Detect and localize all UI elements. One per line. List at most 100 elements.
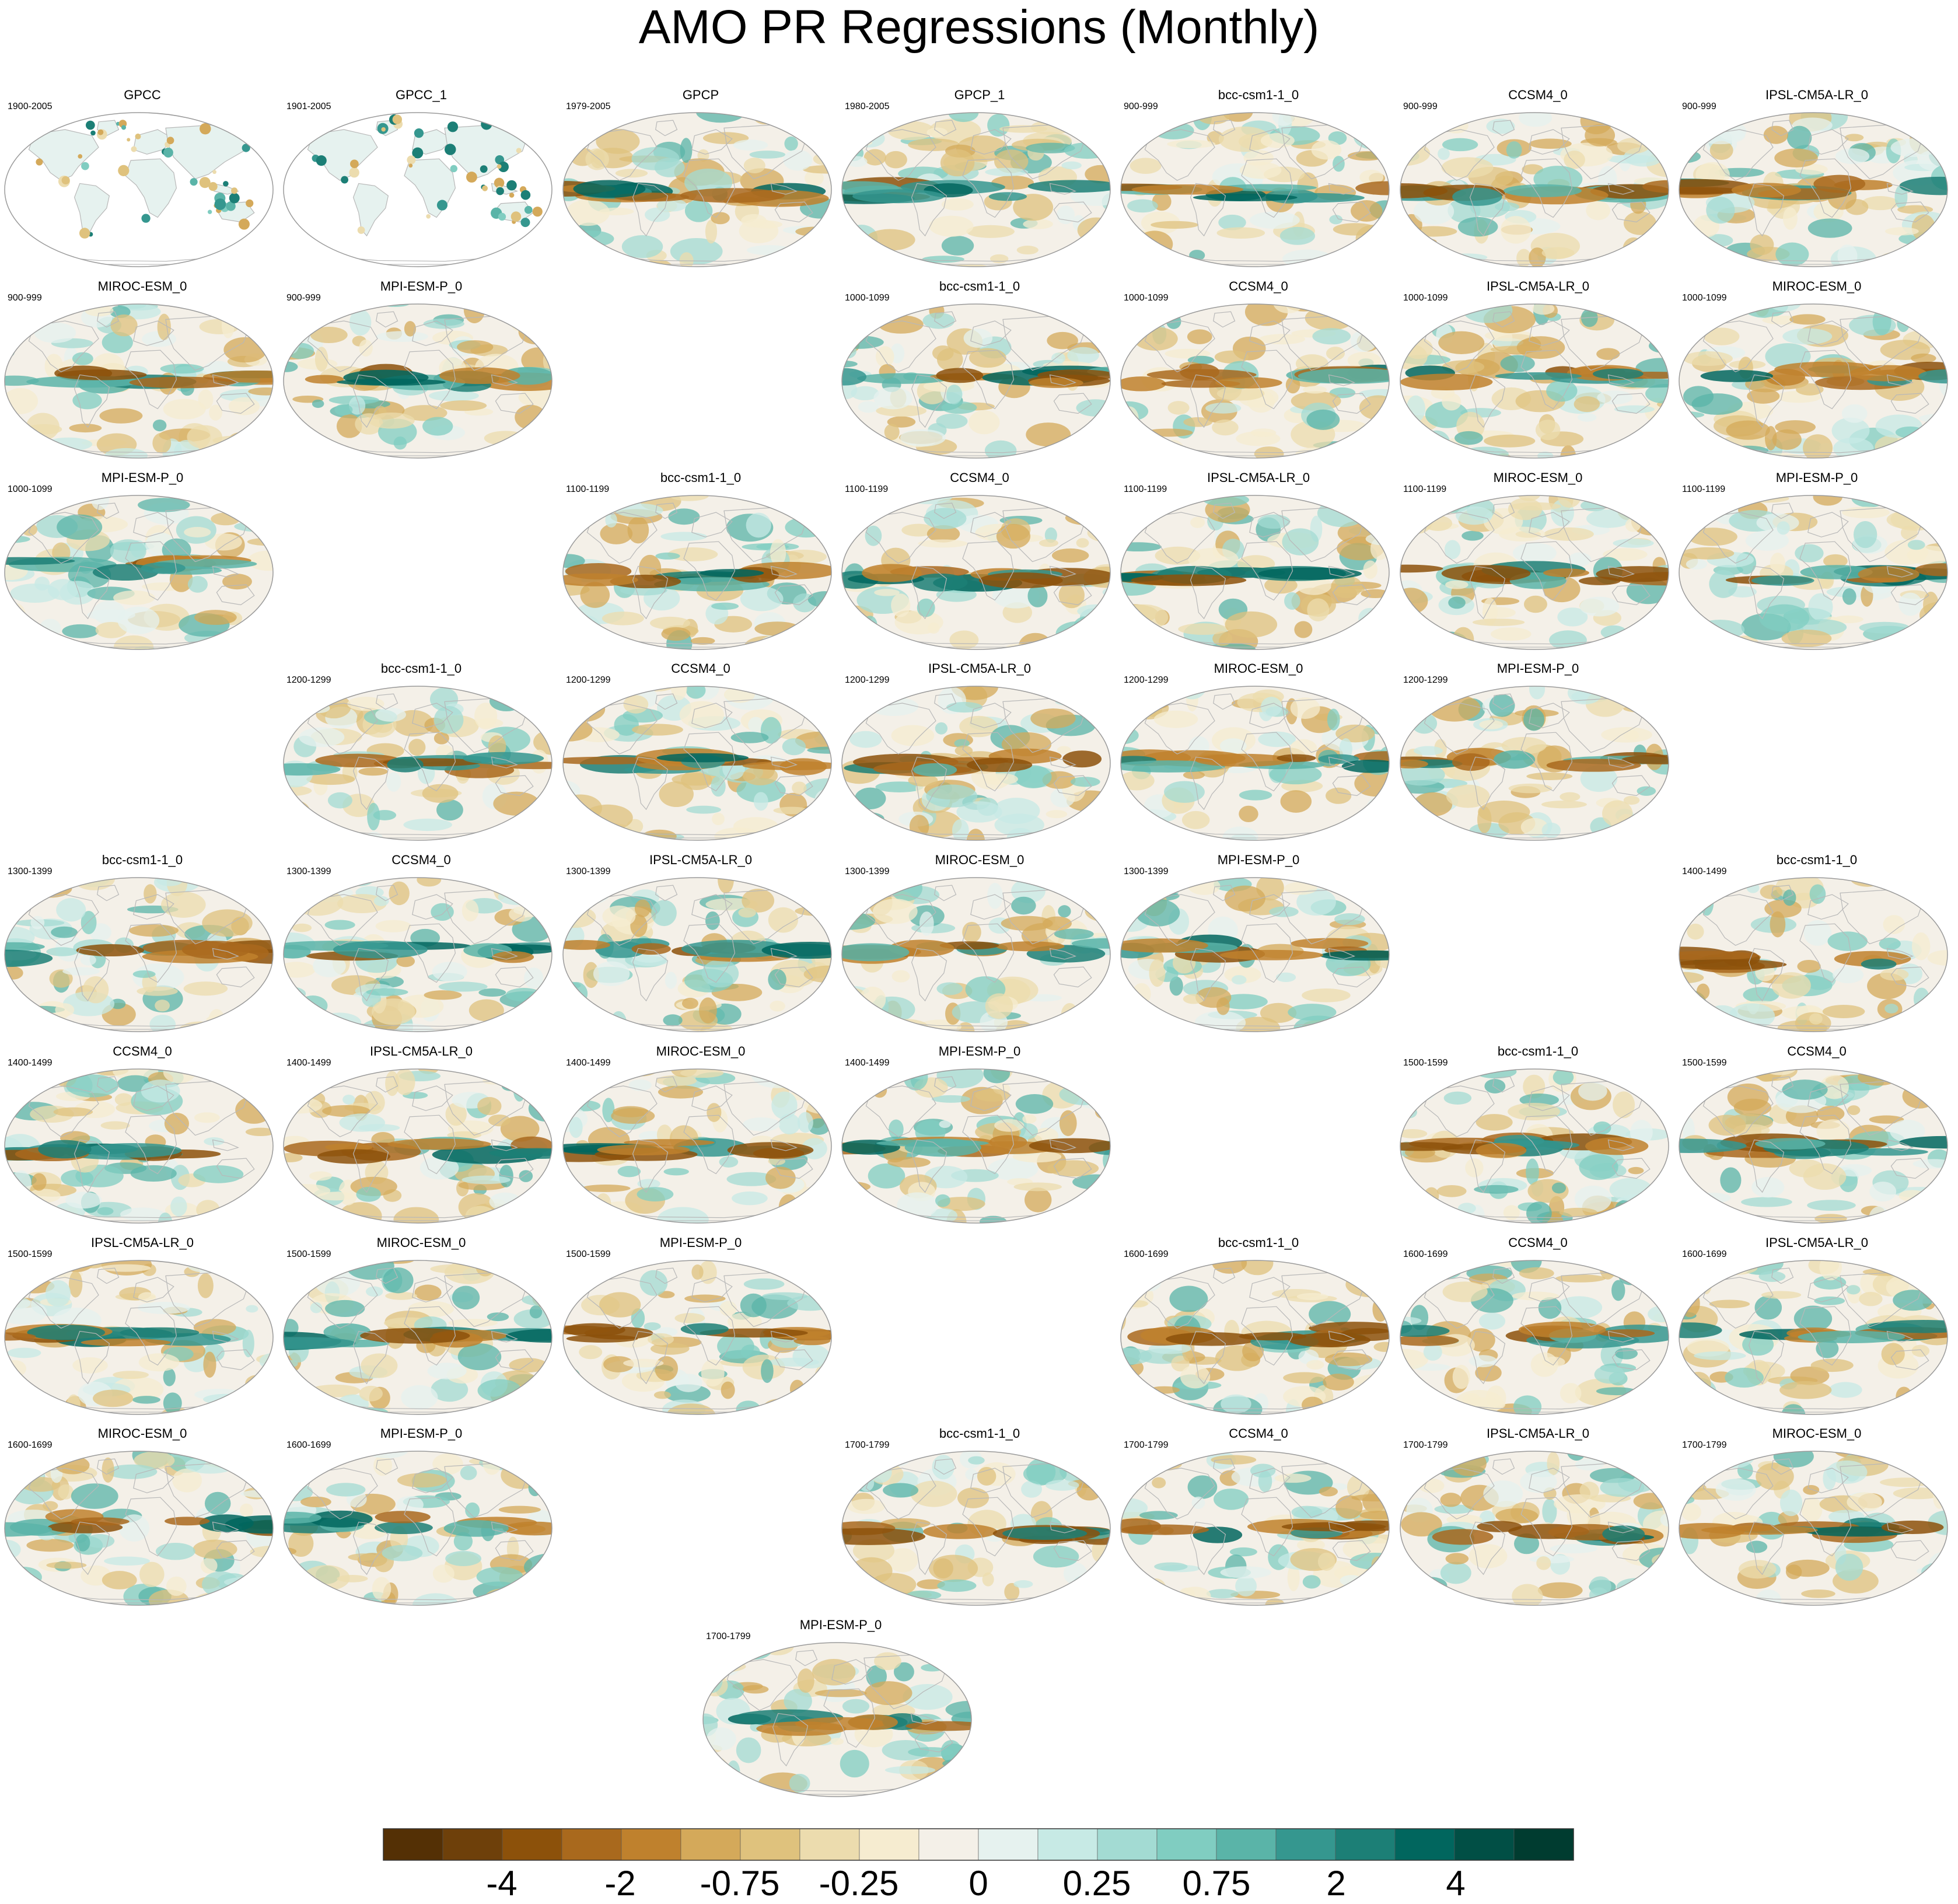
map-frame (4, 1451, 274, 1606)
panel-period: 1300-1399 (845, 867, 890, 876)
colorbar-swatch (1513, 1828, 1574, 1861)
map-panel: GPCC 1900-2005 (3, 88, 282, 273)
world-map (283, 112, 553, 267)
panel-period: 1200-1299 (286, 675, 331, 685)
panel-period: 1600-1699 (1682, 1249, 1727, 1259)
map-frame (1400, 686, 1669, 841)
map-frame (1679, 112, 1948, 267)
panel-period: 1979-2005 (566, 102, 611, 111)
map-panel: GPCC_1 1901-2005 (282, 88, 561, 273)
colorbar-swatch (1156, 1828, 1217, 1861)
map-panel: MIROC-ESM_0 1000-1099 (1677, 279, 1956, 464)
panel-period: 1900-2005 (8, 102, 53, 111)
map-frame (1679, 1068, 1948, 1224)
world-map (841, 1068, 1111, 1224)
world-map (1679, 1451, 1948, 1606)
panel-period: 1700-1799 (1403, 1440, 1448, 1450)
map-panel: CCSM4_0 1400-1499 (3, 1044, 282, 1229)
world-map (1400, 1260, 1669, 1415)
panel-period: 1600-1699 (1403, 1249, 1448, 1259)
world-map (562, 1260, 832, 1415)
panel-period: 1000-1099 (8, 484, 53, 494)
map-panel: CCSM4_0 1000-1099 (1119, 279, 1398, 464)
map-frame (283, 1451, 553, 1606)
panel-model-name: MPI-ESM-P_0 (799, 1617, 882, 1632)
colorbar-tick-label: -0.25 (819, 1864, 899, 1903)
map-frame (1400, 112, 1669, 267)
map-panel: IPSL-CM5A-LR_0 1400-1499 (282, 1044, 561, 1229)
map-frame (283, 1068, 553, 1224)
panel-model-name: GPCP_1 (954, 88, 1005, 102)
colorbar-tick-label: 4 (1446, 1864, 1466, 1903)
panel-model-name: MIROC-ESM_0 (1214, 661, 1303, 676)
colorbar-swatch (1454, 1828, 1515, 1861)
world-map (4, 1451, 274, 1606)
panel-period: 1600-1699 (286, 1440, 331, 1450)
colorbar-swatch (1275, 1828, 1336, 1861)
world-map (4, 1260, 274, 1415)
map-frame (1400, 1260, 1669, 1415)
map-panel: GPCP 1979-2005 (561, 88, 840, 273)
world-map (1679, 495, 1948, 650)
panel-model-name: CCSM4_0 (1229, 1426, 1288, 1441)
map-frame (841, 112, 1111, 267)
map-frame (1120, 112, 1390, 267)
map-panel: MIROC-ESM_0 900-999 (3, 279, 282, 464)
panel-period: 900-999 (1682, 102, 1716, 111)
colorbar-swatch (1037, 1828, 1098, 1861)
colorbar-swatch (1335, 1828, 1396, 1861)
map-frame (283, 303, 553, 459)
map-frame (562, 877, 832, 1032)
colorbar-swatch (740, 1828, 800, 1861)
map-panel: bcc-csm1-1_0 1500-1599 (1398, 1044, 1677, 1229)
map-panel: CCSM4_0 1500-1599 (1677, 1044, 1956, 1229)
map-panel: GPCP_1 1980-2005 (840, 88, 1119, 273)
colorbar-swatch (799, 1828, 860, 1861)
panel-model-name: IPSL-CM5A-LR_0 (1765, 1235, 1869, 1250)
map-panel: MPI-ESM-P_0 1300-1399 (1119, 853, 1398, 1038)
panel-model-name: GPCC (124, 88, 161, 102)
colorbar-outline (383, 1828, 1574, 1861)
world-map (841, 495, 1111, 650)
panel-period: 1300-1399 (286, 867, 331, 876)
panel-model-name: MIROC-ESM_0 (97, 279, 187, 294)
map-panel: CCSM4_0 1300-1399 (282, 853, 561, 1038)
world-map (841, 112, 1111, 267)
panel-period: 900-999 (8, 293, 42, 303)
map-panel: MIROC-ESM_0 1700-1799 (1677, 1426, 1956, 1612)
panel-model-name: MPI-ESM-P_0 (1217, 853, 1300, 867)
panel-period: 900-999 (1124, 102, 1158, 111)
panel-period: 900-999 (1403, 102, 1438, 111)
panel-model-name: MIROC-ESM_0 (1772, 1426, 1862, 1441)
panel-model-name: bcc-csm1-1_0 (380, 661, 462, 676)
panel-period: 1300-1399 (566, 867, 611, 876)
panel-period: 1400-1499 (286, 1058, 331, 1068)
colorbar-swatch (1394, 1828, 1455, 1861)
panel-period: 1400-1499 (8, 1058, 53, 1068)
panel-period: 1400-1499 (845, 1058, 890, 1068)
map-frame (1120, 1451, 1390, 1606)
map-frame (1120, 686, 1390, 841)
panel-model-name: MIROC-ESM_0 (1493, 470, 1583, 485)
map-panel: IPSL-CM5A-LR_0 1300-1399 (561, 853, 840, 1038)
map-panel: bcc-csm1-1_0 1100-1199 (561, 470, 840, 656)
panel-period: 1700-1799 (845, 1440, 890, 1450)
world-map (283, 1451, 553, 1606)
panel-model-name: MPI-ESM-P_0 (1497, 661, 1579, 676)
panel-model-name: MIROC-ESM_0 (97, 1426, 187, 1441)
colorbar-swatch (918, 1828, 979, 1861)
panel-model-name: bcc-csm1-1_0 (660, 470, 742, 485)
panel-period: 1500-1599 (1403, 1058, 1448, 1068)
panel-period: 1200-1299 (1124, 675, 1169, 685)
panel-period: 1100-1199 (1682, 484, 1726, 494)
map-panel: MIROC-ESM_0 1100-1199 (1398, 470, 1677, 656)
map-frame (1120, 495, 1390, 650)
world-map (1120, 1451, 1390, 1606)
panel-model-name: IPSL-CM5A-LR_0 (1486, 279, 1590, 294)
colorbar-swatch (442, 1828, 503, 1861)
world-map (562, 112, 832, 267)
world-map (1400, 1451, 1669, 1606)
map-frame (702, 1642, 972, 1797)
world-map (1400, 112, 1669, 267)
